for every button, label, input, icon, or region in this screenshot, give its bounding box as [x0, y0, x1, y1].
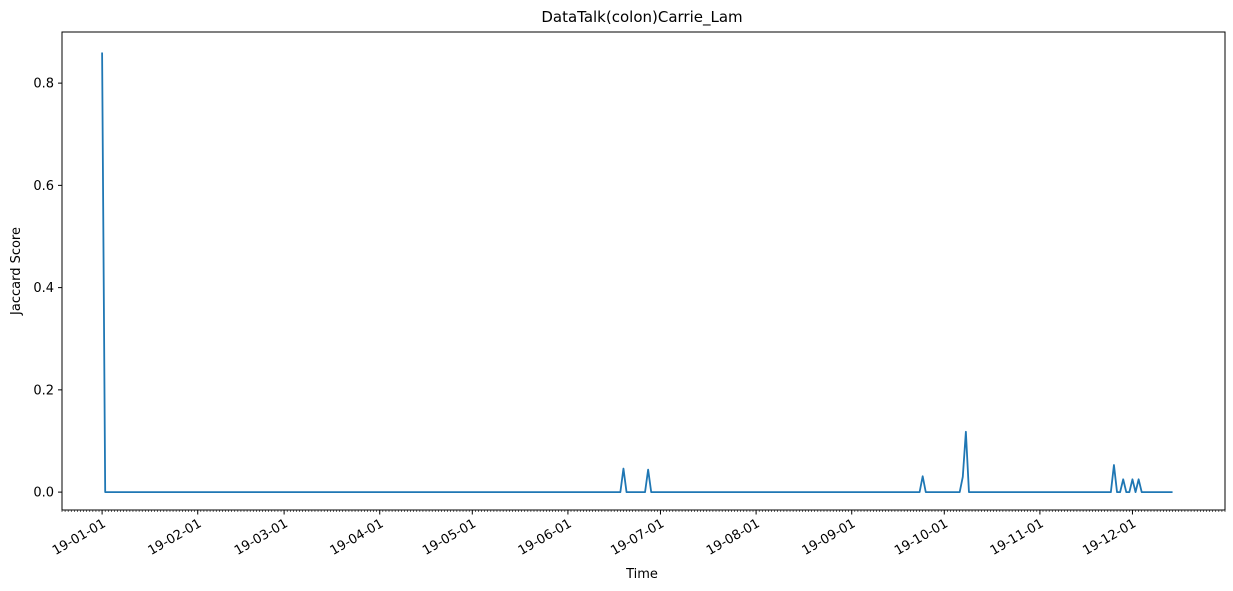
plot-frame [61, 31, 1226, 511]
series-line [101, 52, 1173, 494]
y-tick-label: 0.6 [33, 179, 54, 194]
x-axis-label: Time [625, 567, 658, 582]
plot-area [101, 52, 1173, 494]
y-axis-label: Jaccard Score [9, 227, 24, 316]
y-tick-label: 0.2 [33, 383, 54, 398]
y-axis: 0.0 0.2 0.4 0.6 0.8 [33, 77, 62, 501]
y-tick-label: 0.0 [33, 486, 54, 501]
y-tick-label: 0.4 [33, 281, 54, 296]
chart-title: DataTalk(colon)Carrie_Lam [541, 8, 742, 27]
y-tick-label: 0.8 [33, 77, 54, 92]
